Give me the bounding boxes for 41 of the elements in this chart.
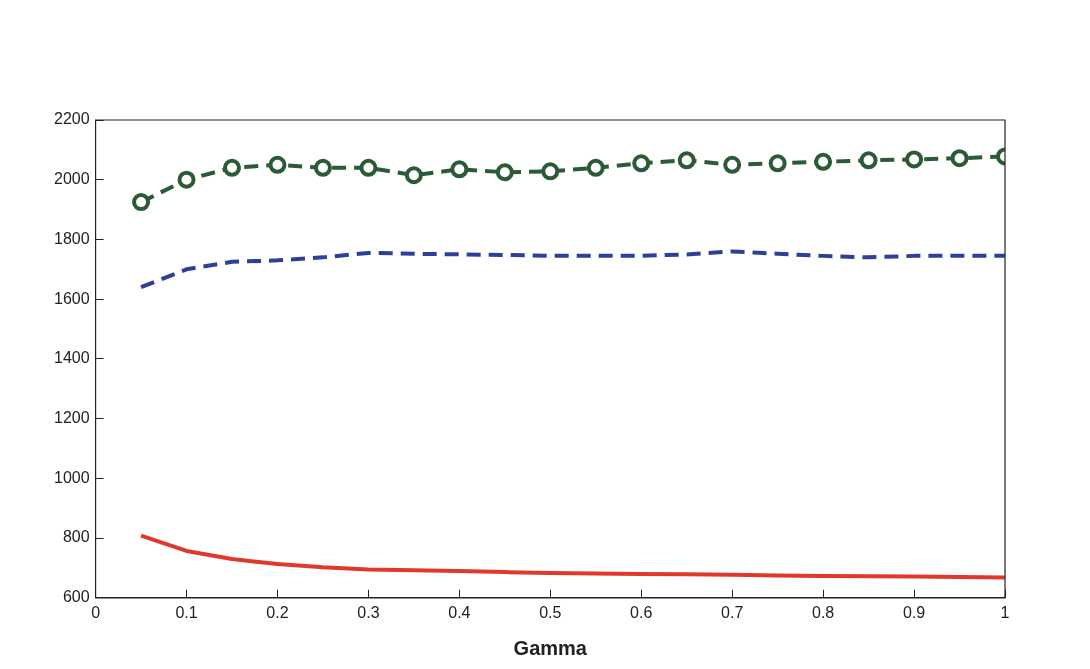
x-tick-label: 0.7 <box>721 603 744 621</box>
point <box>950 149 969 168</box>
x-tick-label: 1 <box>1000 603 1010 621</box>
y-tick-label: 1400 <box>54 349 90 367</box>
y-tick-label: 2200 <box>54 110 90 128</box>
point <box>814 152 833 171</box>
point <box>404 166 423 185</box>
x-axis-title: Gamma <box>513 636 588 659</box>
point <box>177 170 196 189</box>
point <box>632 154 651 173</box>
point <box>268 155 287 174</box>
point <box>223 158 242 177</box>
point <box>905 150 924 169</box>
x-tick-label: 0.3 <box>357 603 380 621</box>
x-tick-label: 0.4 <box>448 603 471 621</box>
point <box>586 158 605 177</box>
point <box>859 151 878 170</box>
point <box>450 160 469 179</box>
point <box>495 163 514 182</box>
point <box>723 155 742 174</box>
point <box>768 154 787 173</box>
y-tick-label: 2000 <box>54 170 90 188</box>
y-tick-label: 600 <box>62 588 90 606</box>
x-tick-label: 0.2 <box>266 603 289 621</box>
line-series <box>139 249 1005 290</box>
y-tick-label: 1800 <box>54 229 90 247</box>
x-tick-label: 0.1 <box>175 603 198 621</box>
x-tick-label: 0.9 <box>902 603 926 621</box>
point <box>677 151 696 170</box>
y-tick-label: 1600 <box>54 289 90 307</box>
x-tick-label: 0.8 <box>811 603 835 621</box>
point <box>359 158 378 177</box>
point <box>541 162 560 181</box>
y-tick-label: 1200 <box>54 409 90 427</box>
point <box>132 193 151 212</box>
y-tick-label: 1000 <box>54 468 90 486</box>
x-tick-label: 0.6 <box>630 603 653 621</box>
y-tick-label: 800 <box>62 528 90 546</box>
x-tick-label: 0.5 <box>539 603 562 621</box>
point <box>313 158 332 177</box>
x-tick-label: 0 <box>91 603 101 621</box>
